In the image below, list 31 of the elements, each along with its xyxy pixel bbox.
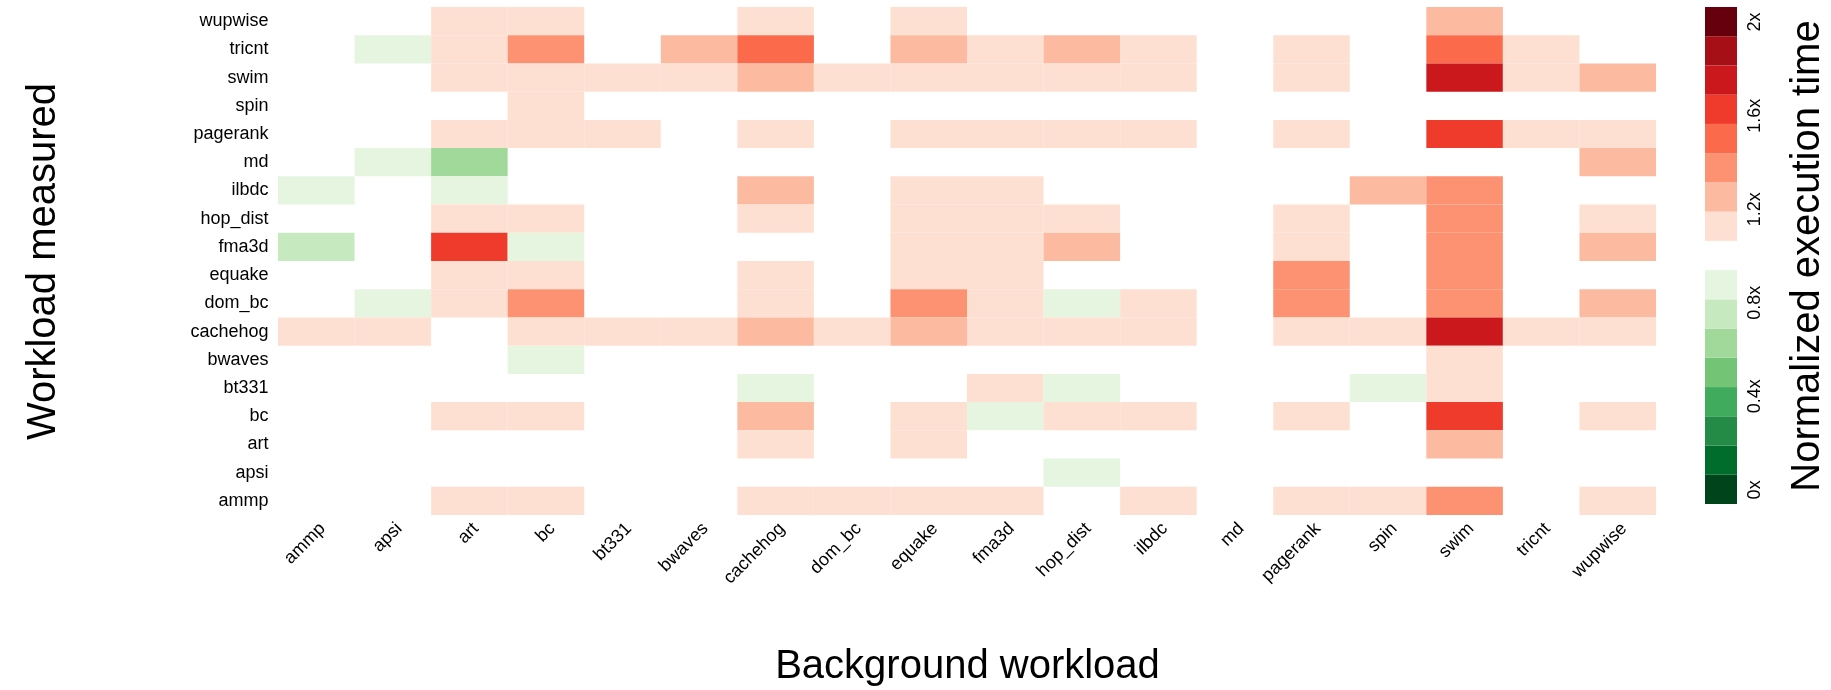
y-tick-label: equake: [209, 264, 269, 285]
y-tick-label: fma3d: [218, 235, 269, 256]
color-bar-title: Normalized execution time: [1782, 20, 1827, 492]
y-tick-label: spin: [235, 94, 269, 115]
y-tick-label: wupwise: [198, 10, 269, 31]
y-tick-label: ammp: [218, 489, 269, 510]
y-tick-label: bc: [249, 405, 269, 426]
x-tick-label: md: [1215, 518, 1248, 550]
color-bar-label: 0x: [1743, 480, 1764, 500]
y-tick-label: apsi: [235, 461, 269, 482]
color-bar-label: 1.6x: [1743, 98, 1764, 133]
color-bar-label: 1.2x: [1743, 192, 1764, 227]
color-bar-label: 0.8x: [1743, 285, 1764, 320]
y-tick-label: hop_dist: [200, 207, 269, 229]
x-tick-label: spin: [1363, 518, 1401, 556]
color-bar-label: 2x: [1743, 12, 1764, 32]
y-tick-label: swim: [227, 66, 269, 87]
x-tick-label: bc: [531, 518, 559, 546]
y-tick-label: dom_bc: [204, 292, 269, 314]
y-tick-label: pagerank: [193, 123, 270, 143]
y-tick-label: md: [243, 151, 269, 172]
y-tick-label: ilbdc: [231, 179, 269, 200]
x-tick-label: art: [453, 518, 483, 548]
y-tick-label: bt331: [223, 377, 269, 397]
color-bar-label: 0.4x: [1743, 379, 1764, 414]
x-axis-title: Background workload: [775, 641, 1160, 686]
y-axis-title: Workload measured: [18, 82, 63, 441]
y-tick-label: art: [247, 433, 269, 454]
y-tick-label: bwaves: [207, 348, 269, 369]
y-tick-label: cachehog: [190, 320, 269, 341]
y-tick-label: tricnt: [229, 38, 269, 59]
